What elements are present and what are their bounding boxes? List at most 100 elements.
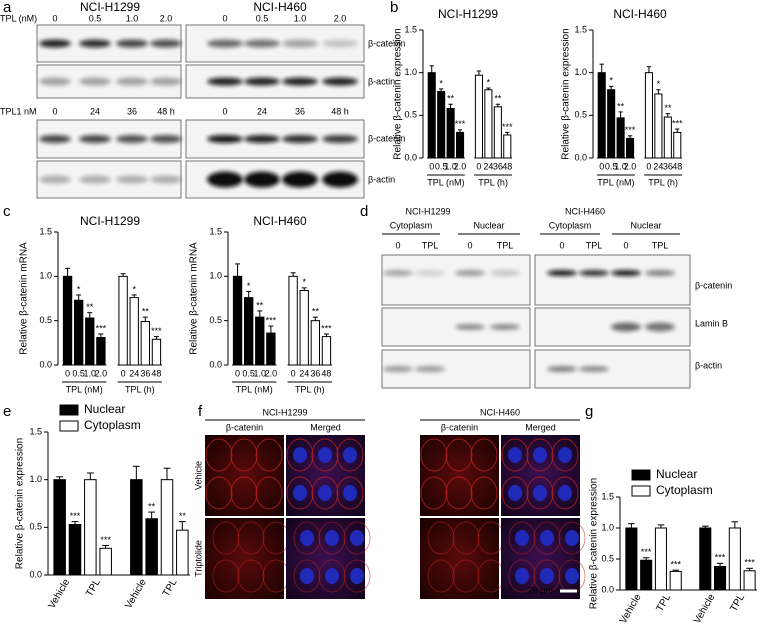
x-tick-label: 24 bbox=[299, 368, 309, 378]
blot-band bbox=[322, 171, 358, 188]
cell-line: NCI-H1299 bbox=[80, 0, 140, 14]
panel-letter: b bbox=[390, 0, 398, 16]
bar bbox=[714, 565, 727, 591]
blot-band bbox=[490, 324, 520, 330]
x-tick-label: 2.0 bbox=[454, 161, 467, 171]
cell-outline bbox=[230, 438, 258, 472]
y-tick-label: 1.0 bbox=[29, 474, 42, 484]
bar bbox=[99, 547, 112, 576]
group-label: TPL (h) bbox=[478, 177, 508, 187]
lane-label: TPL bbox=[497, 240, 514, 250]
lane-label: TPL bbox=[422, 240, 439, 250]
y-tick-label: 1.0 bbox=[404, 67, 417, 77]
lane-label: 48 h bbox=[331, 106, 349, 116]
group-label: TPL (h) bbox=[648, 177, 678, 187]
group-label: TPL (nM) bbox=[597, 177, 634, 187]
panel-letter: d bbox=[360, 203, 368, 220]
band-label: Lamin B bbox=[695, 318, 728, 328]
nucleus bbox=[558, 447, 572, 463]
blot-band bbox=[611, 322, 641, 332]
blot-band bbox=[455, 270, 485, 276]
lane-label: TPL bbox=[652, 240, 669, 250]
nucleus bbox=[533, 485, 547, 501]
micrograph bbox=[420, 518, 499, 599]
cell-outline bbox=[286, 476, 314, 510]
blot-band bbox=[116, 135, 148, 143]
cell-outline bbox=[311, 476, 339, 510]
x-tick-label: 0 bbox=[121, 368, 126, 378]
significance: ** bbox=[86, 302, 94, 312]
blot-band bbox=[150, 39, 182, 48]
panel-letter: f bbox=[198, 403, 203, 420]
blot-band bbox=[244, 171, 280, 188]
blot-band bbox=[415, 270, 445, 276]
band-label: β-actin bbox=[368, 76, 395, 86]
channel-label: Merged bbox=[310, 422, 341, 432]
bar bbox=[145, 518, 158, 576]
nucleus bbox=[540, 568, 554, 584]
x-tick-label: 36 bbox=[310, 368, 320, 378]
blot-band bbox=[244, 77, 280, 86]
cell-outline bbox=[286, 438, 314, 472]
cell-line: NCI-H460 bbox=[480, 407, 520, 417]
y-tick-label: 0.5 bbox=[574, 110, 587, 120]
significance: *** bbox=[672, 118, 683, 128]
lane-label: 1.0 bbox=[294, 13, 307, 23]
nucleus bbox=[515, 530, 529, 546]
x-tick-label: 36 bbox=[140, 368, 150, 378]
cell-outline bbox=[452, 521, 480, 555]
x-tick-label: 36 bbox=[663, 161, 673, 171]
significance: ** bbox=[447, 94, 455, 104]
bar bbox=[640, 559, 653, 591]
blot-band bbox=[547, 270, 577, 276]
blot-frame bbox=[534, 254, 691, 306]
channel-label: β-catenin bbox=[226, 422, 263, 432]
cell-outline bbox=[318, 521, 346, 555]
significance: * bbox=[302, 277, 306, 287]
cell-outline bbox=[445, 438, 473, 472]
bar bbox=[118, 275, 128, 366]
x-tick-label: 0.5 bbox=[435, 161, 448, 171]
nucleus bbox=[350, 568, 364, 584]
bar bbox=[673, 131, 682, 159]
blot-band bbox=[207, 135, 243, 143]
nucleus bbox=[325, 530, 339, 546]
y-tick-label: 1.0 bbox=[574, 67, 587, 77]
lane-label: 0 bbox=[222, 13, 227, 23]
significance: * bbox=[247, 281, 251, 291]
legend-label: Cytoplasm bbox=[84, 418, 141, 432]
cell-outline bbox=[551, 438, 579, 472]
bar bbox=[474, 74, 483, 159]
significance: ** bbox=[312, 306, 320, 316]
cell-outline bbox=[311, 438, 339, 472]
blot-band bbox=[547, 366, 577, 372]
significance: * bbox=[487, 77, 491, 87]
x-tick-label: 0 bbox=[235, 368, 240, 378]
blot-band bbox=[455, 324, 485, 330]
micrograph bbox=[501, 518, 580, 599]
y-tick-label: 1.5 bbox=[574, 24, 587, 34]
cell-line: NCI-H460 bbox=[565, 206, 605, 216]
nucleus bbox=[300, 568, 314, 584]
lane-label: 0 bbox=[52, 106, 57, 116]
bar bbox=[255, 316, 265, 366]
bar bbox=[53, 479, 66, 576]
x-tick-label: 2.0 bbox=[624, 161, 637, 171]
y-tick-label: 1.0 bbox=[601, 522, 614, 532]
lane-label: 24 bbox=[90, 106, 100, 116]
cell-outline bbox=[205, 476, 233, 510]
cell-outline bbox=[445, 476, 473, 510]
x-tick-label: 48 bbox=[321, 368, 331, 378]
bar bbox=[446, 108, 455, 159]
blot-band bbox=[383, 270, 413, 276]
lane-label: 0 bbox=[559, 240, 564, 250]
scale-bar-label: 20 μm bbox=[528, 585, 553, 595]
cell-outline bbox=[420, 438, 448, 472]
bar bbox=[266, 332, 276, 366]
significance: *** bbox=[744, 558, 755, 568]
x-tick-label: TPL bbox=[161, 577, 180, 599]
nucleus bbox=[350, 530, 364, 546]
lane-label: 0 bbox=[52, 13, 57, 23]
